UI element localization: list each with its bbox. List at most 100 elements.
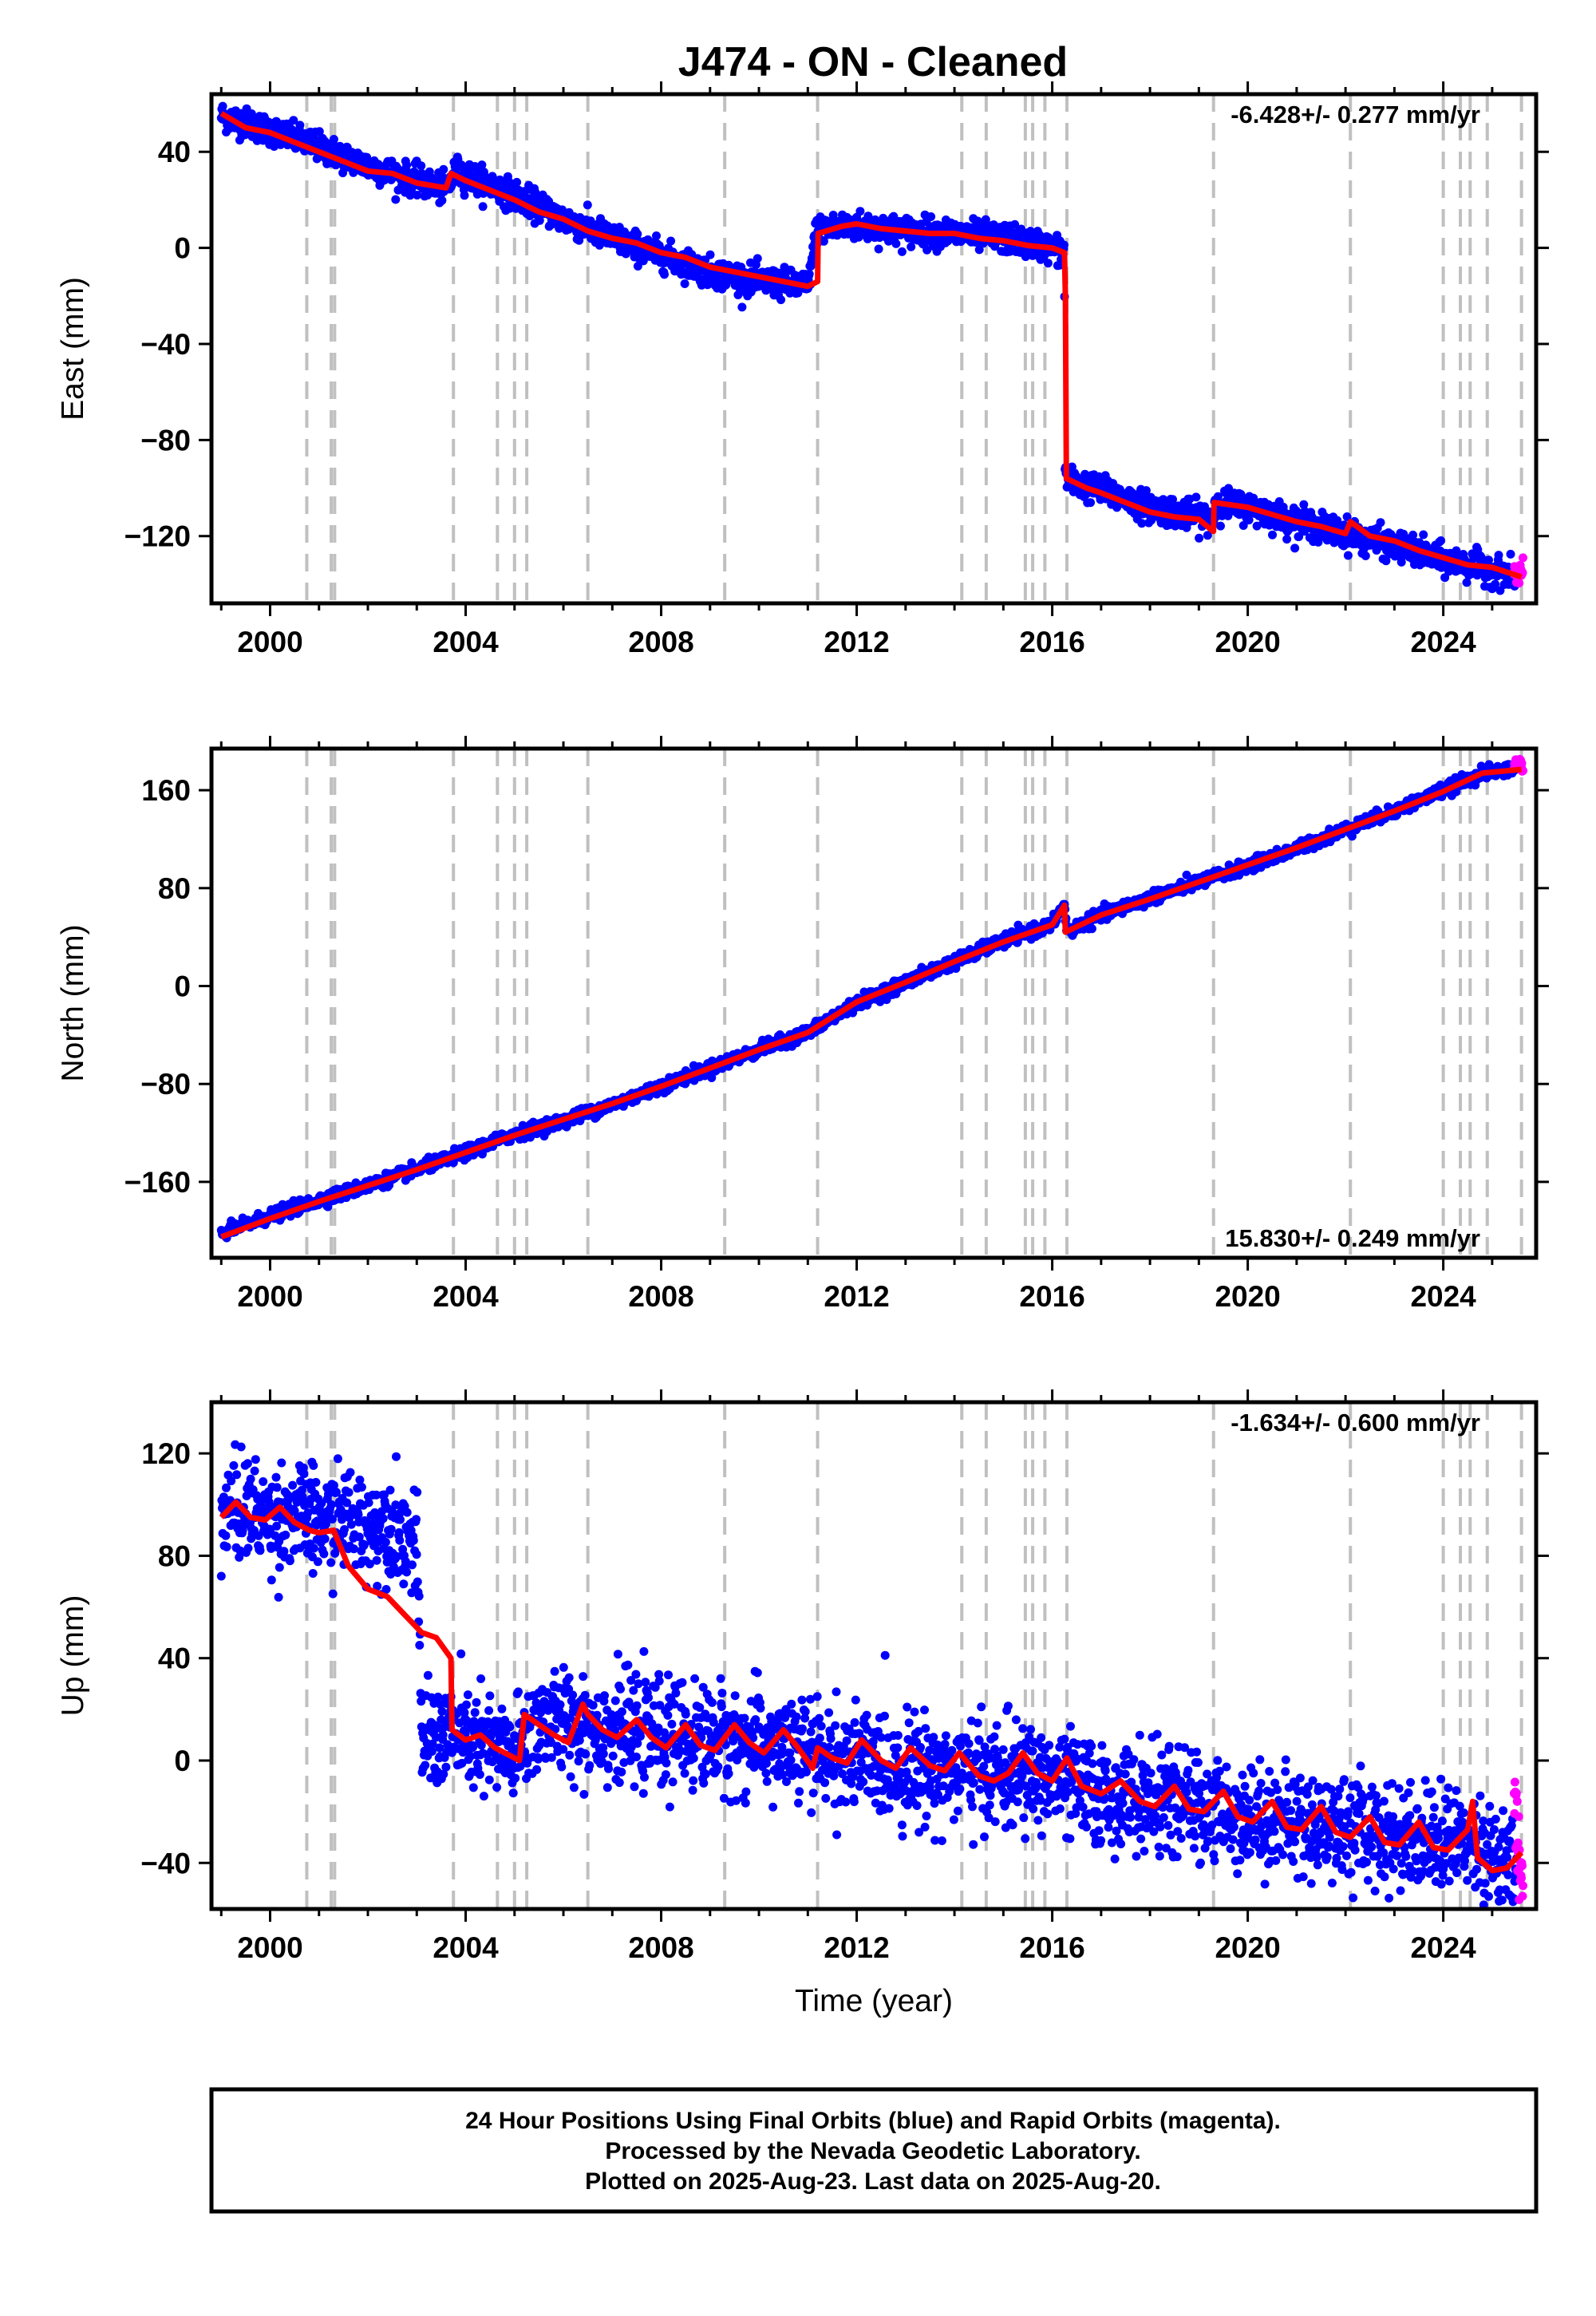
east-point xyxy=(1519,553,1527,563)
east-point xyxy=(1268,530,1277,539)
north-point xyxy=(707,1073,717,1082)
east-point xyxy=(1010,219,1020,229)
east-xtick-label: 2020 xyxy=(1215,626,1280,658)
east-point xyxy=(874,244,883,254)
east-point xyxy=(1408,530,1418,539)
east-xtick-label: 2000 xyxy=(237,626,302,658)
east-point xyxy=(439,164,448,174)
east-xtick-label: 2008 xyxy=(628,626,693,658)
east-point xyxy=(660,270,669,279)
east-ytick-label: −80 xyxy=(140,424,191,456)
east-point xyxy=(583,200,592,210)
east-point xyxy=(535,215,544,225)
east-point xyxy=(1213,492,1223,501)
east-point xyxy=(477,160,487,170)
east-point xyxy=(1216,521,1225,531)
east-point xyxy=(907,242,916,251)
east-point xyxy=(1043,259,1053,268)
east-point xyxy=(289,116,298,125)
east-point xyxy=(1361,551,1370,560)
east-point xyxy=(1195,533,1204,543)
east-frame xyxy=(209,92,1539,606)
east-point xyxy=(1086,498,1095,508)
east-point xyxy=(897,247,907,256)
east-point xyxy=(1203,531,1212,540)
east-ytick-label: −120 xyxy=(124,520,191,553)
east-ytick-label: −40 xyxy=(140,328,191,361)
east-point xyxy=(575,235,584,245)
east-point xyxy=(1462,578,1472,587)
east-point xyxy=(1244,516,1254,525)
east-point xyxy=(633,262,642,271)
east-xtick-label: 2012 xyxy=(824,626,889,658)
east-point xyxy=(218,101,227,111)
east-point xyxy=(753,254,762,263)
east-point xyxy=(1506,549,1515,559)
east-model-line xyxy=(219,111,1523,580)
east-panel: 40 0 −40 −80 −120 2000 2004 2008 2012 2016 2020 202… xyxy=(56,81,1549,658)
east-point xyxy=(804,269,814,279)
east-point xyxy=(478,202,488,211)
east-ytick-label: 40 xyxy=(158,136,191,168)
east-point xyxy=(1419,530,1428,539)
east-point xyxy=(1137,519,1147,528)
east-point xyxy=(1494,551,1503,560)
east-point xyxy=(437,196,447,205)
east-rate-label: -6.428+/- 0.277 mm/yr xyxy=(1231,101,1480,128)
east-point xyxy=(1282,535,1292,544)
east-point xyxy=(525,211,535,220)
east-point xyxy=(1141,486,1151,496)
east-xtick-label: 2004 xyxy=(433,626,499,658)
east-point xyxy=(329,135,338,144)
east-point xyxy=(314,127,324,136)
east-ylabel: East (mm) xyxy=(56,277,90,421)
east-point xyxy=(981,215,990,224)
east-point xyxy=(1491,579,1500,589)
east-point xyxy=(413,191,422,200)
east-xtick-label: 2024 xyxy=(1410,626,1476,658)
east-point xyxy=(417,161,426,171)
east-point xyxy=(974,245,984,255)
east-point xyxy=(680,279,689,288)
east-point xyxy=(512,177,522,187)
east-point xyxy=(1381,556,1391,566)
east-point xyxy=(652,231,661,240)
east-point xyxy=(1484,555,1493,565)
north-point xyxy=(526,1132,535,1142)
east-point xyxy=(1249,493,1258,503)
east-point xyxy=(1294,532,1304,541)
east-point xyxy=(666,236,676,246)
east-point xyxy=(1252,521,1262,531)
east-point xyxy=(1191,492,1201,502)
east-point xyxy=(633,229,642,239)
east-point xyxy=(737,302,747,312)
east-point xyxy=(1059,240,1069,250)
east-point xyxy=(1376,518,1385,528)
east-point xyxy=(1299,500,1309,509)
east-point xyxy=(1343,551,1353,560)
north-point xyxy=(1087,924,1096,934)
east-point xyxy=(705,250,715,259)
east-point xyxy=(1342,512,1352,521)
east-point xyxy=(1168,495,1177,504)
east-point xyxy=(828,211,838,219)
east-point xyxy=(1436,536,1446,545)
east-point xyxy=(926,212,936,221)
east-point xyxy=(776,295,786,305)
east-point xyxy=(884,236,893,246)
east-point xyxy=(1290,543,1300,553)
east-point xyxy=(819,236,828,246)
east-point xyxy=(460,191,469,200)
east-point xyxy=(402,160,412,170)
east-ytick-label: 0 xyxy=(174,232,191,265)
east-point xyxy=(1515,579,1524,588)
east-point xyxy=(1238,521,1248,530)
east-xtick-label: 2016 xyxy=(1019,626,1084,658)
east-point xyxy=(391,195,401,204)
east-point xyxy=(891,239,901,248)
north-point xyxy=(1182,870,1191,879)
chart-title: J474 - ON - Cleaned xyxy=(678,39,1068,85)
